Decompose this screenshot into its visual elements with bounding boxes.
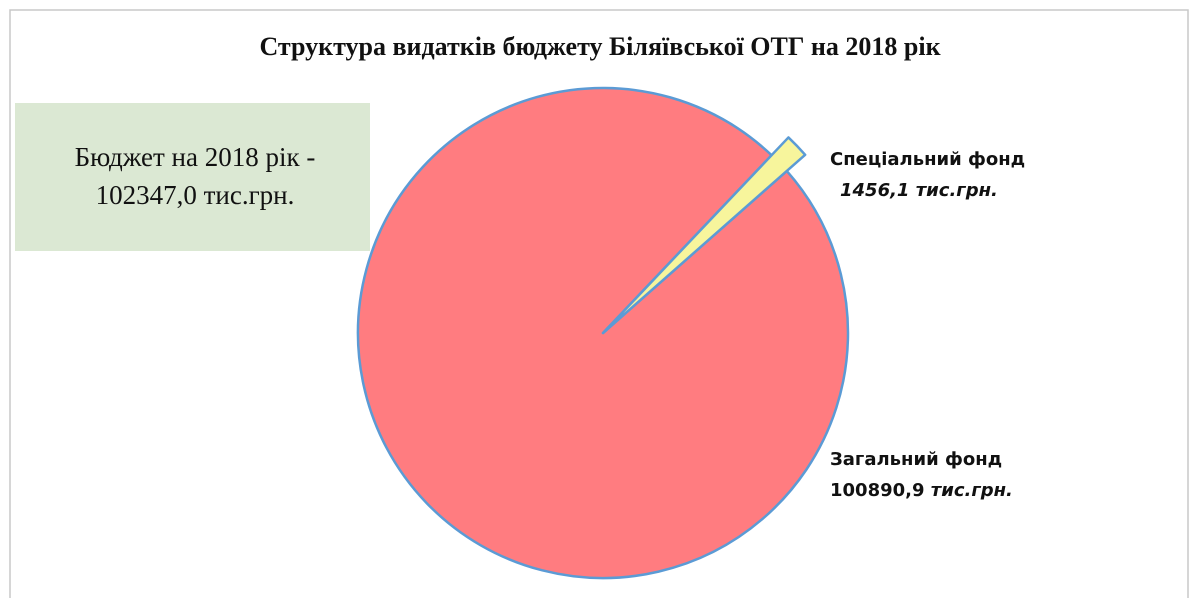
annotation-line: Бюджет на 2018 рік - xyxy=(75,142,316,172)
value-label: 1456,1 тис.грн. xyxy=(840,180,998,201)
value-number: 100890,9 xyxy=(830,480,931,501)
slice-label: Спеціальний фонд xyxy=(830,149,1025,170)
pie-slice xyxy=(601,136,807,335)
chart-title: Структура видатків бюджету Біляївської О… xyxy=(259,32,940,61)
annotation-box xyxy=(15,103,370,251)
annotation-line: 102347,0 тис.грн. xyxy=(96,180,295,210)
slice-label: Загальний фонд xyxy=(830,449,1002,470)
value-label: 100890,9 тис.грн. xyxy=(830,480,1013,501)
value-unit: тис.грн. xyxy=(931,480,1013,501)
value-unit: тис.грн. xyxy=(916,180,998,201)
frame xyxy=(9,9,1189,598)
value-number: 1456,1 xyxy=(840,180,916,201)
